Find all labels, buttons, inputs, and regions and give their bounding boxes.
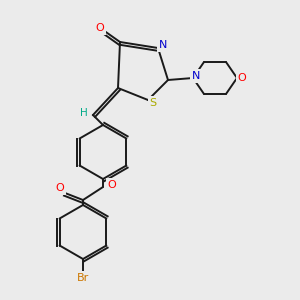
Text: Br: Br: [77, 273, 89, 283]
Text: O: O: [108, 180, 116, 190]
Text: N: N: [192, 71, 200, 81]
Text: O: O: [56, 183, 64, 193]
Text: O: O: [96, 23, 104, 33]
Text: N: N: [159, 40, 167, 50]
Text: H: H: [80, 108, 88, 118]
Text: O: O: [238, 73, 246, 83]
Text: S: S: [149, 98, 157, 108]
